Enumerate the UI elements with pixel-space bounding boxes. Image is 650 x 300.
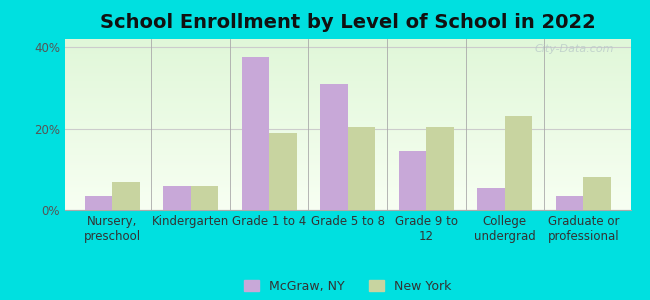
Bar bbox=[556, 196, 584, 210]
Bar bbox=[320, 84, 348, 210]
Bar bbox=[84, 196, 112, 210]
Bar bbox=[190, 186, 218, 210]
Bar bbox=[477, 188, 505, 210]
Bar bbox=[269, 133, 296, 210]
Bar bbox=[426, 127, 454, 210]
Bar bbox=[505, 116, 532, 210]
Text: City-Data.com: City-Data.com bbox=[534, 44, 614, 54]
Bar bbox=[348, 127, 375, 210]
Bar bbox=[112, 182, 140, 210]
Bar bbox=[242, 57, 269, 210]
Legend: McGraw, NY, New York: McGraw, NY, New York bbox=[239, 275, 457, 298]
Bar bbox=[163, 186, 190, 210]
Bar bbox=[584, 177, 611, 210]
Title: School Enrollment by Level of School in 2022: School Enrollment by Level of School in … bbox=[100, 13, 595, 32]
Bar bbox=[399, 151, 426, 210]
